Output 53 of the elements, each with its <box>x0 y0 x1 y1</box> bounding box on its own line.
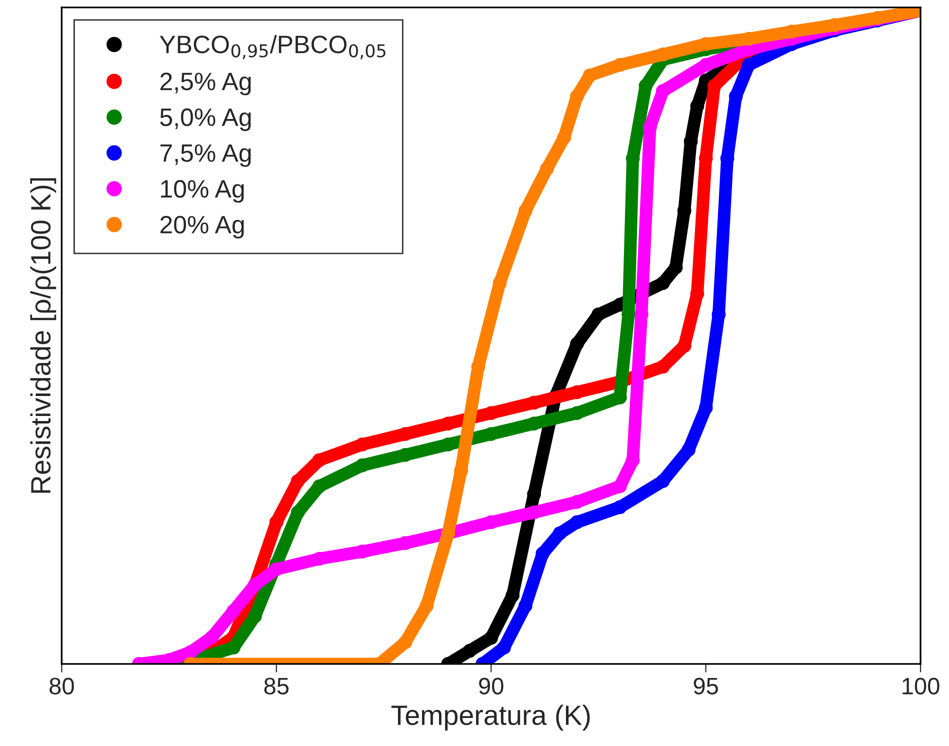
point <box>540 162 554 176</box>
point <box>698 58 713 72</box>
point <box>570 495 584 509</box>
point <box>557 130 572 144</box>
point <box>420 598 434 613</box>
point <box>518 598 532 613</box>
point <box>226 604 240 618</box>
point <box>592 308 606 322</box>
point <box>484 630 498 645</box>
point <box>269 515 284 530</box>
point <box>226 640 240 655</box>
point <box>570 336 584 351</box>
point <box>570 89 584 104</box>
point <box>677 338 692 353</box>
point <box>656 474 670 488</box>
x-tick-label: 85 <box>264 678 289 694</box>
point <box>269 562 284 576</box>
point <box>527 416 541 430</box>
point <box>656 84 670 98</box>
point <box>290 474 305 488</box>
point <box>570 515 584 530</box>
x-axis-title: Temperatura (K) <box>391 704 590 731</box>
point <box>682 442 696 457</box>
legend-label: 20% Ag <box>160 216 244 238</box>
x-tick-label: 80 <box>50 678 74 694</box>
point <box>312 453 326 468</box>
legend-label: 7,5% Ag <box>160 144 251 167</box>
point <box>612 500 627 514</box>
x-tick-label: 100 <box>902 678 940 694</box>
point <box>656 276 670 290</box>
point <box>656 360 670 374</box>
point <box>612 58 627 72</box>
point <box>536 546 550 560</box>
point <box>497 640 511 655</box>
point <box>248 609 262 624</box>
point <box>290 505 305 520</box>
legend-label: YBCO$_{0,95}$/PBCO$_{0,05}$ <box>160 34 386 60</box>
point <box>612 479 627 494</box>
point <box>462 644 477 658</box>
point <box>552 526 567 540</box>
point <box>570 406 584 420</box>
x-tick-label: 95 <box>694 678 718 694</box>
x-tick-label: 90 <box>479 678 504 694</box>
point <box>312 479 326 494</box>
point <box>742 58 756 72</box>
y-axis-title: Resistividade [ρ/ρ(100 K)] <box>30 178 56 493</box>
point <box>205 630 219 644</box>
point <box>398 635 412 650</box>
legend-label: 5,0% Ag <box>160 108 251 132</box>
legend-label: 2,5% Ag <box>160 72 251 96</box>
point <box>518 204 532 218</box>
legend-label: 10% Ag <box>161 180 244 203</box>
point <box>582 68 597 82</box>
